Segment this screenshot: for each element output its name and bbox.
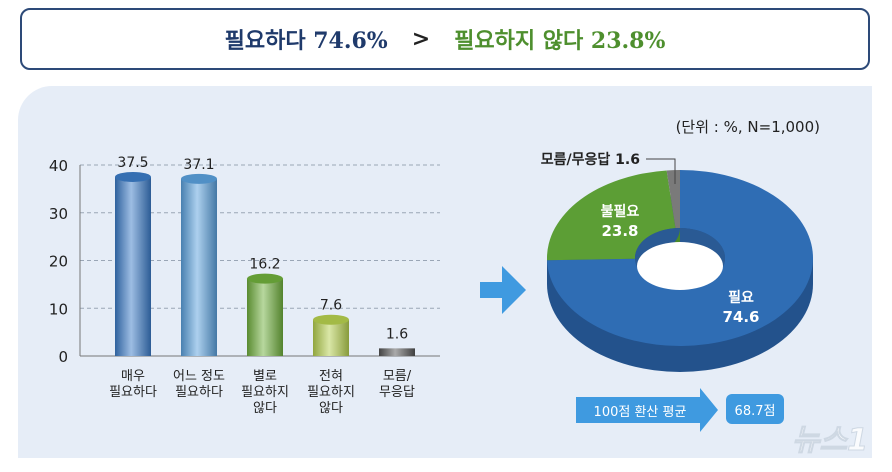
bar-top <box>313 314 349 325</box>
bar-top <box>115 171 151 182</box>
x-category-label: 무응답 <box>379 385 415 400</box>
arrow-icon <box>480 266 526 314</box>
bar-value-label: 7.6 <box>320 298 342 314</box>
y-tick-label: 10 <box>49 300 68 318</box>
x-category-label: 매우 <box>121 369 145 384</box>
x-category-label: 필요하지 <box>307 385 355 400</box>
headline-not-necessary: 필요하지 않다 23.8% <box>454 28 666 54</box>
slice-label: 23.8 <box>601 222 638 240</box>
donut-slice <box>666 170 680 229</box>
bar <box>181 178 217 356</box>
bar-value-label: 37.1 <box>183 157 214 173</box>
y-tick-label: 0 <box>58 348 68 366</box>
callout-line <box>646 158 676 184</box>
x-category-label: 필요하다 <box>109 385 157 400</box>
headline-necessary: 필요하다 74.6% <box>224 28 388 54</box>
donut-slice <box>547 170 676 261</box>
x-category-label: 별로 <box>253 369 277 384</box>
y-tick-label: 30 <box>49 205 68 223</box>
x-category-label: 전혀 <box>319 369 343 384</box>
x-category-label: 필요하지 <box>241 385 289 400</box>
slice-label: 불필요 <box>601 203 640 220</box>
donut-slice <box>547 170 813 346</box>
bar-top <box>181 173 217 184</box>
bar-top <box>247 273 283 284</box>
bar <box>247 278 283 356</box>
watermark-logo: 뉴스1 <box>792 423 868 458</box>
slice-label: 74.6 <box>722 308 759 326</box>
x-category-label: 모름/ <box>383 369 412 384</box>
x-category-label: 않다 <box>253 401 277 416</box>
avg-label: 100점 환산 평균 <box>594 405 687 420</box>
bar <box>313 319 349 356</box>
avg-value: 68.7점 <box>735 404 776 419</box>
x-category-label: 어느 정도 <box>173 369 225 384</box>
donut-hole <box>637 242 723 290</box>
bar <box>115 176 151 356</box>
bar-value-label: 16.2 <box>249 257 280 273</box>
unit-note: (단위 : %, N=1,000) <box>676 118 820 136</box>
slice-label: 필요 <box>728 289 754 306</box>
y-tick-label: 20 <box>49 253 68 271</box>
bar-value-label: 1.6 <box>386 326 408 342</box>
headline-separator: > <box>411 26 431 52</box>
bar <box>379 348 415 356</box>
headline-box: 필요하다 74.6% > 필요하지 않다 23.8% <box>20 8 870 70</box>
x-category-label: 필요하다 <box>175 385 223 400</box>
avg-value-box <box>726 394 784 424</box>
x-category-label: 않다 <box>319 401 343 416</box>
y-tick-label: 40 <box>49 157 68 175</box>
slice-label-callout: 모름/무응답 1.6 <box>541 151 640 168</box>
bar-value-label: 37.5 <box>117 155 148 171</box>
avg-label-arrow <box>576 388 718 432</box>
